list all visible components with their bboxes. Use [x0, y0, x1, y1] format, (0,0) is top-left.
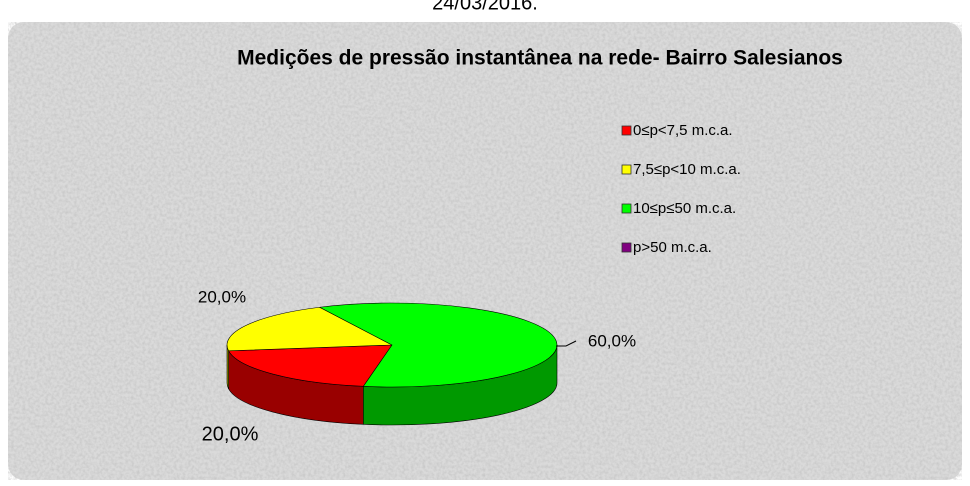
legend-label: 10≤p≤50 m.c.a. [633, 200, 736, 217]
legend-swatch [621, 164, 632, 175]
slice-top [226, 306, 394, 352]
slice-top [318, 302, 558, 388]
legend-swatch [621, 242, 632, 253]
slice-side [226, 344, 229, 389]
slice [228, 344, 393, 387]
slice [226, 344, 229, 389]
slice [226, 306, 394, 352]
legend-swatch [621, 203, 632, 214]
date: 24/03/2016. [432, 0, 538, 14]
legend-label: 0≤p<7,5 m.c.a. [633, 122, 733, 139]
legend-label: 7,5≤p<10 m.c.a. [633, 161, 741, 178]
chart-title: Medições de pressão instantânea na rede-… [237, 47, 843, 70]
legend-swatch [621, 125, 632, 136]
slice-top [228, 344, 393, 387]
pie-tops [226, 302, 558, 388]
data-label: 20,0% [198, 287, 246, 306]
legend-label: p>50 m.c.a. [633, 239, 712, 256]
data-label: 60,0% [588, 331, 636, 350]
leader-line [556, 340, 577, 347]
data-label: 20,0% [202, 423, 259, 445]
slice [318, 302, 558, 388]
